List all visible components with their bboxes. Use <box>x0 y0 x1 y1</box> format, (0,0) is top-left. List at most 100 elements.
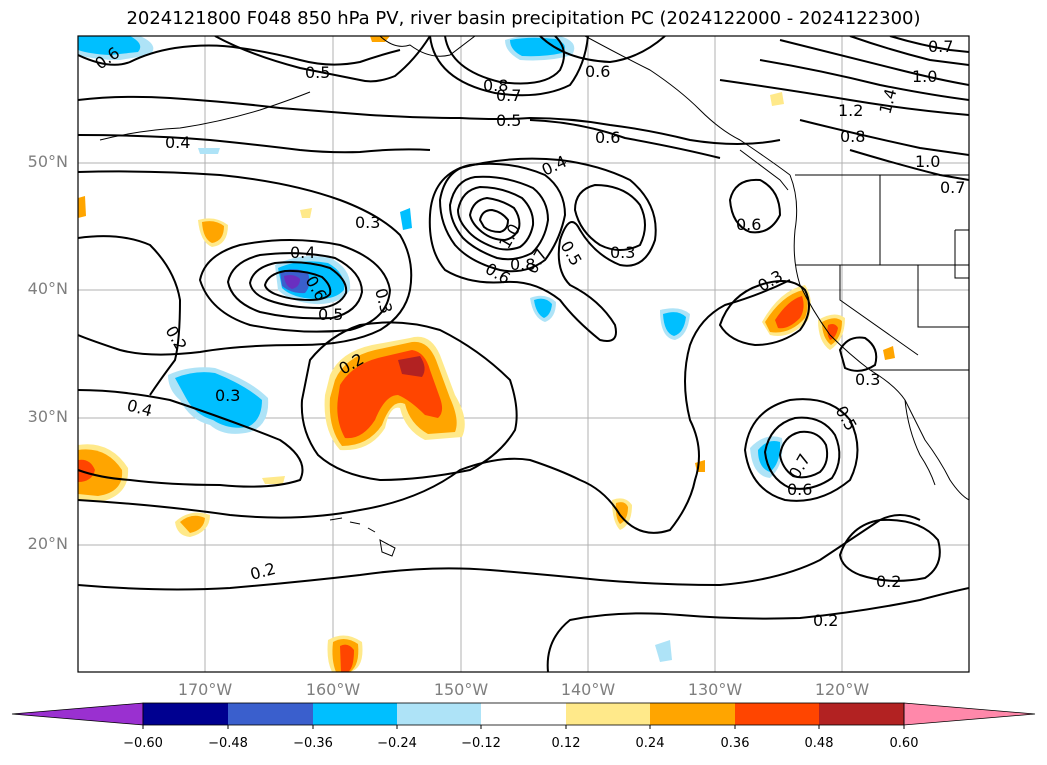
precip-negative-small5 <box>655 640 672 662</box>
precip-positive-central-darkred <box>398 356 425 377</box>
precip-positive-small3-orange <box>615 502 628 524</box>
precip-positive-small9 <box>262 476 285 484</box>
precip-positive-small1-orange <box>202 221 224 243</box>
contour-05-mid <box>78 95 781 145</box>
colorbar-tick-label: 0.12 <box>551 736 581 751</box>
contour-socal <box>838 336 878 372</box>
contour-label: 0.7 <box>496 86 521 105</box>
colorbar-seg <box>228 703 313 725</box>
contour-label: 0.3 <box>855 370 880 389</box>
map-frame-bg <box>78 36 969 672</box>
contour-label: 0.3 <box>610 243 635 262</box>
contour-label: 0.7 <box>928 37 953 56</box>
contour-low-nw-4 <box>263 269 332 302</box>
contour-label: 0.6 <box>736 215 761 234</box>
contour-low-nw-1 <box>198 239 392 333</box>
colorbar-seg <box>397 703 481 725</box>
lon-label: 130°W <box>687 680 743 699</box>
contour-lowp-5 <box>478 208 510 234</box>
contour-lowp-4 <box>468 196 521 242</box>
colorbar-tick-label: −0.12 <box>461 736 501 751</box>
contour-label: 1.2 <box>838 101 863 120</box>
lon-label: 140°W <box>560 680 616 699</box>
coast-vancouver-is <box>739 149 789 191</box>
map-frame <box>77 35 970 673</box>
contour-label: 0.5 <box>318 305 343 324</box>
contour-03-east <box>718 280 810 347</box>
contour-east-low-3 <box>778 430 829 479</box>
precip-negative-small3-blue <box>758 441 781 472</box>
contour-07-north <box>429 36 589 97</box>
lon-label: 160°W <box>305 680 361 699</box>
contour-06-nw-corner <box>728 178 782 234</box>
precip-positive-small7 <box>883 346 895 360</box>
map-content: 0.6 0.5 0.8 0.7 0.6 0.5 0.6 0.4 0.4 0.3 … <box>78 36 969 672</box>
contour-02-south <box>78 514 921 591</box>
coast-baja <box>904 399 936 486</box>
contour-label: 0.3 <box>215 386 240 405</box>
contour-label: 1.0 <box>912 67 937 86</box>
precip-positive-small2-orange <box>180 515 205 533</box>
precip-positive-california-red <box>775 296 804 329</box>
lat-label: 20°N <box>27 534 68 553</box>
contour-label: 0.4 <box>165 133 190 152</box>
colorbar-seg <box>313 703 397 725</box>
precip-negative-small2-blue <box>663 312 686 336</box>
colorbar-tick-label: 0.48 <box>804 736 834 751</box>
colorbar-seg <box>819 703 904 725</box>
lon-label: 120°W <box>814 680 870 699</box>
contour-label: 0.5 <box>496 111 521 130</box>
contour-06-gulf <box>539 36 666 64</box>
precip-positive-small8 <box>78 196 86 218</box>
colorbar-min-extend <box>11 702 144 726</box>
contour-03-big <box>78 170 413 356</box>
contour-label: 0.2 <box>813 611 838 630</box>
contour-ne-5 <box>889 36 969 53</box>
lat-label: 50°N <box>27 152 68 171</box>
lon-label: 170°W <box>177 680 233 699</box>
contour-label: 0.5 <box>305 63 330 82</box>
contour-ne-7 <box>849 149 969 181</box>
colorbar-max-extend <box>903 702 1036 726</box>
colorbar-tick-label: −0.48 <box>208 736 248 751</box>
border-states-5 <box>954 229 969 279</box>
pv-contours <box>78 36 969 672</box>
lat-label: 40°N <box>27 279 68 298</box>
coast-hawaii <box>329 517 396 557</box>
colorbar-seg <box>143 703 228 725</box>
colorbar-seg <box>566 703 650 725</box>
contour-label: 0.8 <box>483 76 508 95</box>
border-states-4 <box>917 265 969 328</box>
contour-east-low-2 <box>763 416 841 490</box>
contour-03-central <box>300 321 518 482</box>
precip-positive-small5 <box>300 208 312 218</box>
contour-low-nw-2 <box>226 252 364 320</box>
contour-04-loop <box>428 157 657 342</box>
colorbar-tick-label: −0.60 <box>123 736 163 751</box>
colorbar-seg <box>481 703 566 725</box>
contour-ne-4 <box>849 36 969 66</box>
contour-03-loop <box>573 183 646 251</box>
contour-label: 0.2 <box>876 572 901 591</box>
precip-positive-sierra-red <box>827 324 838 340</box>
contour-label: 0.6 <box>595 128 620 147</box>
contour-ne-2 <box>759 59 969 101</box>
contour-labels: 0.6 0.5 0.8 0.7 0.6 0.5 0.6 0.4 0.4 0.3 … <box>91 37 965 630</box>
coast-aleutians <box>99 91 311 141</box>
map-title: 2024121800 F048 850 hPa PV, river basin … <box>126 8 921 29</box>
border-states-3 <box>839 265 919 356</box>
contour-label: 0.8 <box>840 127 865 146</box>
contour-02-wide <box>78 279 791 534</box>
contour-02-sw <box>838 518 941 582</box>
coast-alaska-panhandle <box>584 36 791 176</box>
colorbar-tick-label: 0.60 <box>889 736 919 751</box>
precip-negative-west-blue <box>175 372 262 428</box>
contour-label: 0.6 <box>585 62 610 81</box>
contour-label: 0.4 <box>290 243 315 262</box>
precip-positive-small6 <box>770 92 784 106</box>
contour-04-mid <box>78 134 431 154</box>
contour-06-gulf2 <box>529 119 721 159</box>
contour-02-bottom <box>546 587 969 672</box>
contour-low-nw-3 <box>248 261 348 310</box>
